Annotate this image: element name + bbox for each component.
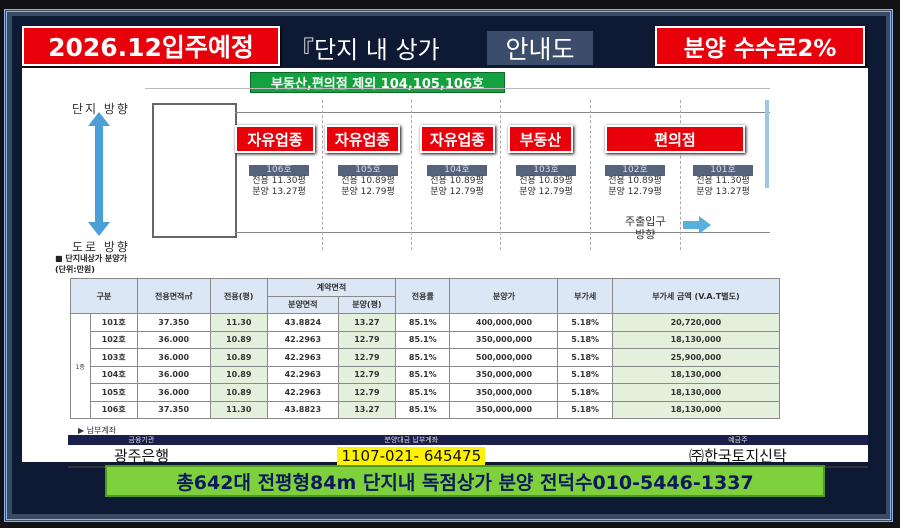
table-cell: 12.79 bbox=[337, 330, 397, 349]
price-table: 구분 전용면적㎡ 전용(평) 계약면적 전용률 분양가 부가세 부가세 금액 (… bbox=[70, 278, 781, 419]
commission-badge: 분양 수수료2% bbox=[655, 26, 865, 66]
table-row: 102호 36.000 10.89 42.2963 12.79 85.1% 350,000,… bbox=[71, 330, 781, 349]
title-box: 안내도 bbox=[487, 31, 593, 65]
table-cell: 10.89 bbox=[209, 383, 268, 402]
table-cell: 5.18% bbox=[557, 330, 613, 349]
table-cell: 5.18% bbox=[557, 365, 613, 384]
direction-bottom: 도로 방향 bbox=[72, 240, 130, 254]
unit-info-101: 101호 전용 11.30평 분양 13.27평 bbox=[680, 165, 766, 198]
table-cell: 85.1% bbox=[395, 365, 451, 384]
table-cell: 42.2963 bbox=[266, 365, 339, 384]
contact-banner: 총642대 전평형84m 단지내 독점상가 분양 전덕수010-5446-133… bbox=[105, 465, 825, 497]
direction-top: 단지 방향 bbox=[72, 102, 130, 116]
unit-info-103: 103호 전용 10.89평 분양 12.79평 bbox=[503, 165, 589, 198]
unit-info-102: 102호 전용 10.89평 분양 12.79평 bbox=[592, 165, 678, 198]
table-cell: 20,720,000 bbox=[611, 313, 781, 332]
table-cell: 103호 bbox=[89, 348, 138, 367]
table-cell: 5.18% bbox=[557, 383, 613, 402]
table-cell: 85.1% bbox=[395, 313, 451, 332]
table-cell: 500,000,000 bbox=[449, 348, 559, 367]
table-cell: 102호 bbox=[89, 330, 138, 349]
unit-info-106: 106호 전용 11.30평 분양 13.27평 bbox=[236, 165, 322, 198]
table-cell: 11.30 bbox=[209, 400, 268, 419]
table-cell: 42.2963 bbox=[266, 330, 339, 349]
table-cell: 43.8823 bbox=[266, 400, 339, 419]
front-wall bbox=[235, 112, 770, 113]
table-row: 103호 36.000 10.89 42.2963 12.79 85.1% 500,000,… bbox=[71, 348, 781, 367]
table-cell: 36.000 bbox=[136, 383, 211, 402]
table-row: 1층 101호 37.350 11.30 43.8824 13.27 85.1% 400,00… bbox=[70, 313, 781, 419]
unit-info-104: 104호 전용 10.89평 분양 12.79평 bbox=[414, 165, 500, 198]
table-cell: 43.8824 bbox=[266, 313, 339, 332]
table-cell: 25,900,000 bbox=[611, 348, 781, 367]
table-cell: 10.89 bbox=[209, 330, 268, 349]
entrance-label: 주출입구 방향 bbox=[625, 215, 666, 241]
account-holder: ㈜한국토지신탁 bbox=[607, 445, 868, 468]
category-label: 자유업종 bbox=[420, 125, 495, 153]
account-table: 금융기관 분양대금 납부계좌 예금주 광주은행 1107-021- 645475 ㈜한국… bbox=[68, 435, 868, 468]
unit-info-105: 105호 전용 10.89평 분양 12.79평 bbox=[325, 165, 411, 198]
table-cell: 5.18% bbox=[557, 348, 613, 367]
table-cell: 101호 bbox=[89, 313, 138, 332]
category-label: 자유업종 bbox=[235, 125, 315, 153]
table-cell: 5.18% bbox=[557, 400, 613, 419]
arrow-right-icon bbox=[683, 216, 711, 234]
table-cell: 18,130,000 bbox=[611, 330, 781, 349]
table-cell: 85.1% bbox=[395, 383, 451, 402]
glass-wall bbox=[765, 100, 769, 188]
table-cell: 10.89 bbox=[209, 365, 268, 384]
table-cell: 18,130,000 bbox=[611, 365, 781, 384]
category-label: 자유업종 bbox=[325, 125, 400, 153]
account-number: 1107-021- 645475 bbox=[337, 446, 486, 465]
category-label: 부동산 bbox=[508, 125, 573, 153]
price-note: ■ 단지내상가 분양가 bbox=[55, 254, 128, 263]
table-cell: 350,000,000 bbox=[449, 330, 559, 349]
unit-note: (단위:만원) bbox=[55, 265, 95, 274]
table-cell: 400,000,000 bbox=[449, 313, 559, 332]
move-in-badge: 2026.12입주예정 bbox=[22, 26, 280, 66]
table-cell: 36.000 bbox=[136, 365, 211, 384]
table-cell: 12.79 bbox=[337, 348, 397, 367]
table-cell: 18,130,000 bbox=[611, 400, 781, 419]
table-cell: 85.1% bbox=[395, 330, 451, 349]
table-row: 106호 37.350 11.30 43.8823 13.27 85.1% 350,000,… bbox=[71, 400, 781, 419]
account-label: ▶ 납부계좌 bbox=[78, 426, 117, 435]
table-cell: 42.2963 bbox=[266, 383, 339, 402]
table-cell: 350,000,000 bbox=[449, 400, 559, 419]
table-cell: 13.27 bbox=[337, 400, 397, 419]
table-cell: 37.350 bbox=[136, 400, 211, 419]
table-cell: 13.27 bbox=[337, 313, 397, 332]
table-cell: 36.000 bbox=[136, 330, 211, 349]
table-row: 105호 36.000 10.89 42.2963 12.79 85.1% 350,000,… bbox=[71, 383, 781, 402]
table-cell: 18,130,000 bbox=[611, 383, 781, 402]
floor-cell: 1층 bbox=[70, 313, 91, 419]
table-cell: 37.350 bbox=[136, 313, 211, 332]
table-row: 104호 36.000 10.89 42.2963 12.79 85.1% 350,000,… bbox=[71, 365, 781, 384]
double-arrow-icon bbox=[88, 112, 110, 236]
table-cell: 36.000 bbox=[136, 348, 211, 367]
table-cell: 10.89 bbox=[209, 348, 268, 367]
table-cell: 350,000,000 bbox=[449, 365, 559, 384]
restroom-block bbox=[152, 103, 237, 238]
table-cell: 12.79 bbox=[337, 383, 397, 402]
back-wall bbox=[235, 232, 770, 233]
bank-name: 광주은행 bbox=[68, 445, 215, 468]
table-cell: 105호 bbox=[89, 383, 138, 402]
table-cell: 106호 bbox=[89, 400, 138, 419]
table-cell: 5.18% bbox=[557, 313, 613, 332]
table-cell: 42.2963 bbox=[266, 348, 339, 367]
table-cell: 85.1% bbox=[395, 400, 451, 419]
table-cell: 104호 bbox=[89, 365, 138, 384]
category-label: 편의점 bbox=[605, 125, 745, 153]
floor-plan bbox=[145, 88, 770, 266]
table-cell: 350,000,000 bbox=[449, 383, 559, 402]
table-cell: 11.30 bbox=[209, 313, 268, 332]
table-cell: 85.1% bbox=[395, 348, 451, 367]
table-cell: 12.79 bbox=[337, 365, 397, 384]
poster-title: 『단지 내 상가 bbox=[290, 36, 440, 64]
